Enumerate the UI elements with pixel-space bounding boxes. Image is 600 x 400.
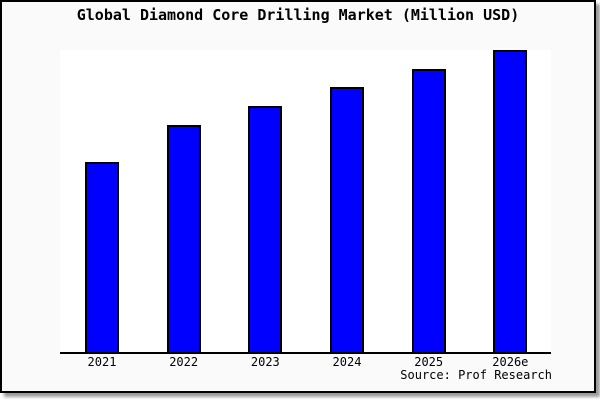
x-axis-label-2022: 2022 [169,355,199,369]
bar-2023 [248,106,283,352]
x-axis-label-2025: 2025 [414,355,444,369]
bar-2022 [166,125,201,352]
x-axis-label-2026e: 2026e [492,355,529,369]
bar-2025 [411,69,446,352]
x-axis-line [60,352,551,354]
chart-title: Global Diamond Core Drilling Market (Mil… [76,6,520,24]
bar-2021 [85,162,119,352]
source-label: Source: Prof Research [400,368,552,382]
x-axis-label-2023: 2023 [250,355,280,369]
bar-2024 [330,87,364,352]
x-axis-label-2021: 2021 [87,355,117,369]
bar-2026e [493,50,528,352]
plot-area [60,50,551,352]
x-axis-label-2024: 2024 [332,355,362,369]
chart-box: Global Diamond Core Drilling Market (Mil… [0,0,596,393]
